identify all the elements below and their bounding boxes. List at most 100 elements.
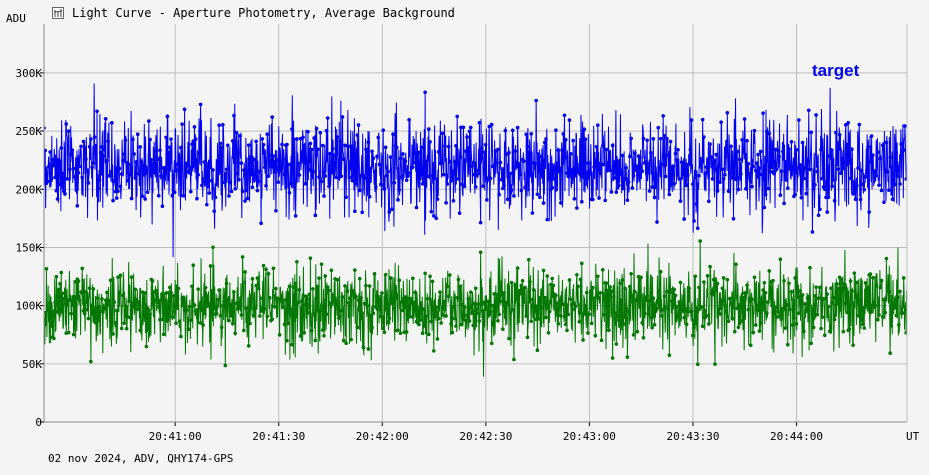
data-point: [539, 154, 543, 159]
data-point: [751, 164, 756, 169]
data-point: [657, 166, 662, 171]
data-point: [518, 172, 522, 176]
data-point: [708, 142, 712, 146]
data-point: [501, 186, 505, 191]
data-point: [240, 255, 245, 259]
data-point: [605, 160, 610, 165]
data-point: [645, 294, 649, 298]
data-point: [439, 321, 443, 325]
data-point: [353, 268, 357, 272]
data-point: [249, 306, 254, 311]
data-point: [339, 174, 344, 178]
data-point: [547, 309, 552, 314]
data-point: [235, 307, 240, 311]
data-point: [314, 296, 319, 301]
data-point: [699, 305, 704, 309]
data-point: [554, 128, 558, 132]
data-point: [657, 289, 662, 293]
data-point: [71, 332, 76, 337]
data-point: [260, 296, 265, 301]
data-point: [412, 160, 416, 165]
data-point: [320, 143, 325, 148]
data-point: [100, 145, 104, 149]
data-point: [223, 363, 228, 368]
data-point: [196, 287, 200, 291]
data-point: [287, 284, 292, 289]
data-point: [633, 151, 637, 155]
data-point: [562, 113, 567, 118]
data-point: [112, 179, 117, 183]
data-point: [202, 311, 207, 316]
data-point: [64, 122, 68, 126]
data-point: [608, 168, 612, 173]
data-point: [587, 312, 591, 317]
data-point: [414, 205, 419, 210]
data-point: [290, 127, 294, 131]
data-point: [54, 274, 59, 279]
footer-info: 02 nov 2024, ADV, QHY174-GPS: [48, 452, 233, 465]
data-point: [84, 157, 88, 161]
grid: [44, 24, 907, 422]
data-point: [530, 211, 535, 215]
data-point: [476, 302, 480, 306]
data-point: [304, 160, 309, 165]
data-point: [642, 311, 647, 316]
data-point: [171, 294, 176, 298]
data-point: [707, 199, 711, 204]
data-point: [261, 143, 266, 147]
data-point: [501, 327, 505, 331]
data-point: [676, 147, 680, 152]
data-point: [439, 161, 443, 165]
data-point: [756, 152, 760, 157]
data-point: [730, 316, 735, 321]
data-point: [510, 128, 515, 133]
data-point: [207, 191, 212, 195]
data-point: [858, 298, 863, 303]
data-point: [879, 188, 884, 193]
data-point: [653, 185, 658, 189]
data-point: [124, 326, 129, 331]
data-point: [565, 171, 569, 175]
data-point: [615, 314, 620, 318]
data-point: [76, 279, 81, 283]
data-point: [313, 338, 318, 343]
data-point: [728, 296, 732, 301]
data-point: [753, 323, 758, 327]
data-point: [311, 169, 315, 174]
data-point: [748, 180, 753, 184]
data-point: [896, 165, 901, 169]
data-point: [49, 177, 54, 181]
data-point: [772, 311, 776, 316]
data-point: [776, 310, 780, 314]
data-point: [134, 298, 139, 302]
data-point: [50, 157, 55, 162]
data-point: [330, 293, 335, 298]
data-point: [441, 172, 446, 177]
data-point: [874, 173, 879, 178]
data-point: [282, 172, 287, 177]
data-point: [302, 331, 307, 335]
data-point: [613, 176, 617, 180]
data-point: [602, 312, 606, 317]
data-point: [772, 171, 776, 176]
data-point: [371, 156, 376, 161]
data-point: [174, 321, 178, 326]
data-point: [774, 167, 779, 171]
data-point: [473, 286, 478, 291]
data-point: [370, 325, 374, 330]
data-point: [388, 276, 393, 280]
data-point: [842, 286, 847, 291]
y-tick-label: 300K: [16, 67, 43, 80]
data-point: [431, 349, 436, 353]
data-point: [307, 292, 311, 297]
data-point: [895, 174, 900, 178]
data-point: [411, 276, 415, 281]
data-point: [533, 309, 537, 314]
data-point: [589, 321, 594, 326]
data-point: [879, 278, 884, 283]
data-point: [107, 299, 112, 303]
data-point: [724, 309, 728, 314]
data-point: [710, 288, 715, 293]
data-point: [84, 290, 88, 294]
data-point: [697, 285, 701, 290]
